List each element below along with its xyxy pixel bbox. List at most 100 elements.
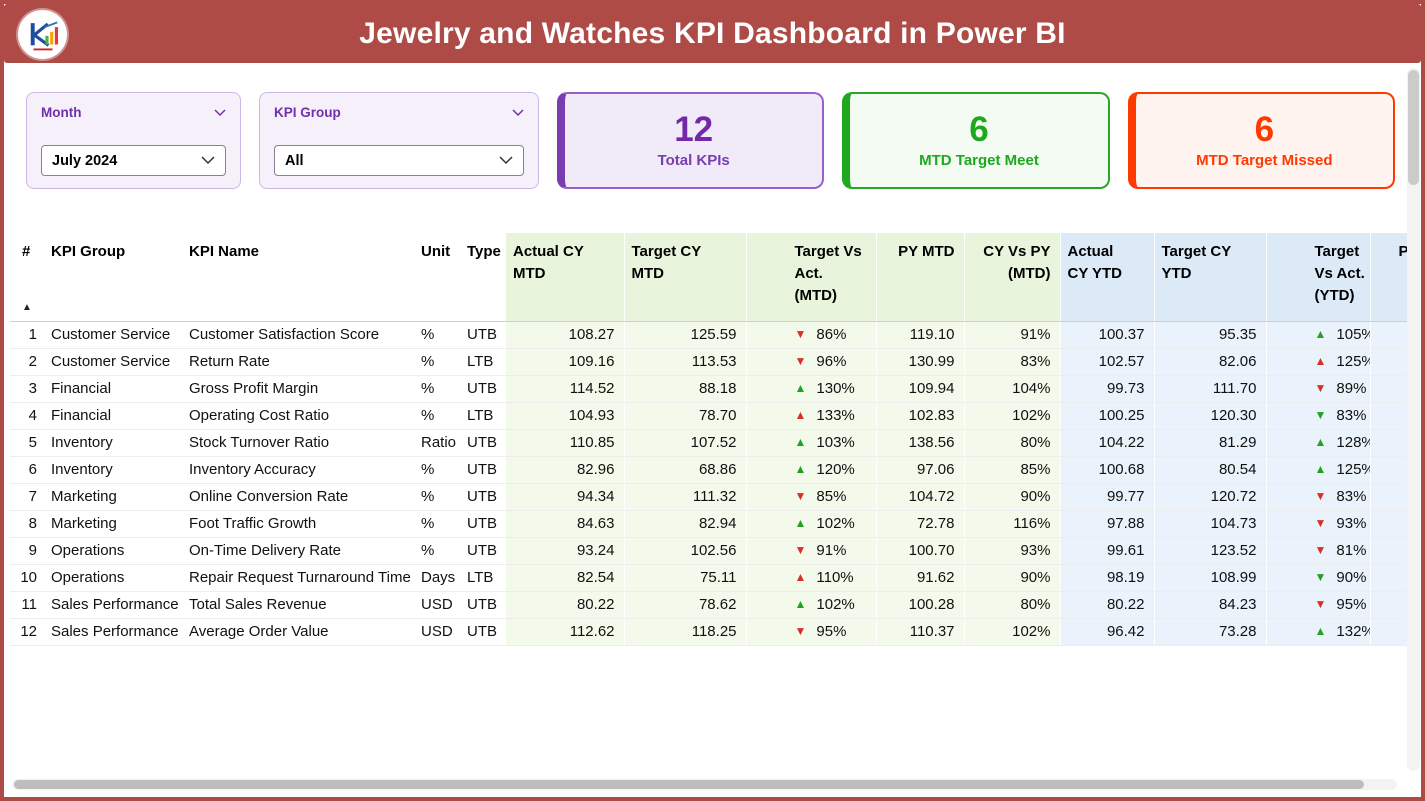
cell-kpi-group: Sales Performance xyxy=(44,591,182,619)
kpi-table-container: # ▲ KPI Group KPI Name Unit Type Actual … xyxy=(10,233,1410,653)
table-row[interactable]: 1 Customer Service Customer Satisfaction… xyxy=(10,321,1410,349)
cell-cy-vs-py-mtd: 85% xyxy=(964,456,1061,484)
kpi-group-slicer-header: KPI Group xyxy=(274,105,524,120)
cell-cy-vs-py-mtd: 116% xyxy=(964,510,1061,538)
header-cy-vs-py-mtd[interactable]: CY Vs PY (MTD) xyxy=(964,233,1061,322)
month-dropdown[interactable]: July 2024 xyxy=(41,145,226,176)
cell-row-number: 9 xyxy=(10,537,44,565)
table-row[interactable]: 8 Marketing Foot Traffic Growth % UTB 84… xyxy=(10,510,1410,538)
table-row[interactable]: 12 Sales Performance Average Order Value… xyxy=(10,618,1410,646)
tva-mtd-value: 120% xyxy=(816,461,855,478)
cell-actual-cy-ytd: 99.61 xyxy=(1060,537,1155,565)
cell-target-vs-actual-mtd: ▼ 91% xyxy=(746,537,877,565)
cell-kpi-name: Gross Profit Margin xyxy=(182,375,414,403)
cell-py-ytd: 1 xyxy=(1370,456,1410,484)
tva-mtd-value: 96% xyxy=(816,353,847,370)
kpi-group-dropdown[interactable]: All xyxy=(274,145,524,176)
cell-actual-cy-mtd: 80.22 xyxy=(506,591,625,619)
page-title: Jewelry and Watches KPI Dashboard in Pow… xyxy=(359,16,1066,50)
total-kpis-card[interactable]: 12 Total KPIs xyxy=(557,92,825,189)
cell-type: LTB xyxy=(460,348,506,376)
cell-actual-cy-mtd: 114.52 xyxy=(506,375,625,403)
vertical-scrollbar[interactable] xyxy=(1407,68,1420,771)
header-type[interactable]: Type xyxy=(460,233,506,322)
header-kpi-group[interactable]: KPI Group xyxy=(44,233,182,322)
trend-arrow-icon: ▲ xyxy=(794,408,807,422)
cell-py-mtd: 138.56 xyxy=(876,429,965,457)
header-target-vs-actual-ytd[interactable]: Target Vs Act. (YTD) xyxy=(1266,233,1371,322)
cell-unit: % xyxy=(414,537,460,565)
tva-ytd-value: 95% xyxy=(1336,596,1367,613)
cell-target-vs-actual-mtd: ▲ 120% xyxy=(746,456,877,484)
mtd-target-missed-label: MTD Target Missed xyxy=(1196,152,1333,169)
table-row[interactable]: 11 Sales Performance Total Sales Revenue… xyxy=(10,591,1410,619)
cell-target-vs-actual-mtd: ▼ 85% xyxy=(746,483,877,511)
cell-actual-cy-ytd: 97.88 xyxy=(1060,510,1155,538)
table-row[interactable]: 6 Inventory Inventory Accuracy % UTB 82.… xyxy=(10,456,1410,484)
table-header-row: # ▲ KPI Group KPI Name Unit Type Actual … xyxy=(10,233,1410,322)
table-row[interactable]: 7 Marketing Online Conversion Rate % UTB… xyxy=(10,483,1410,511)
cell-target-vs-actual-ytd: ▼ 95% xyxy=(1266,591,1371,619)
tva-mtd-value: 85% xyxy=(816,488,847,505)
cell-actual-cy-ytd: 98.19 xyxy=(1060,564,1155,592)
cell-type: UTB xyxy=(460,375,506,403)
sort-indicator-icon: ▲ xyxy=(22,302,32,313)
header-py-ytd[interactable]: PY xyxy=(1370,233,1410,322)
cell-target-vs-actual-mtd: ▲ 130% xyxy=(746,375,877,403)
tva-ytd-value: 125% xyxy=(1336,353,1369,370)
header-target-vs-actual-mtd[interactable]: Target Vs Act. (MTD) xyxy=(746,233,877,322)
header-unit[interactable]: Unit xyxy=(414,233,460,322)
header-actual-cy-mtd[interactable]: Actual CY MTD xyxy=(506,233,625,322)
cell-py-mtd: 104.72 xyxy=(876,483,965,511)
cell-type: UTB xyxy=(460,429,506,457)
cell-unit: % xyxy=(414,375,460,403)
kpi-group-dropdown-value: All xyxy=(285,152,304,169)
cell-py-ytd xyxy=(1370,375,1410,403)
tva-ytd-value: 132% xyxy=(1336,623,1369,640)
cell-unit: % xyxy=(414,483,460,511)
header-actual-cy-ytd[interactable]: Actual CY YTD xyxy=(1060,233,1155,322)
header-py-mtd[interactable]: PY MTD xyxy=(876,233,965,322)
cell-unit: % xyxy=(414,402,460,430)
header-row-number[interactable]: # ▲ xyxy=(10,233,44,322)
table-row[interactable]: 5 Inventory Stock Turnover Ratio Ratio U… xyxy=(10,429,1410,457)
mtd-target-missed-card[interactable]: 6 MTD Target Missed xyxy=(1127,92,1395,189)
cell-target-vs-actual-ytd: ▲ 132% xyxy=(1266,618,1371,646)
cell-row-number: 4 xyxy=(10,402,44,430)
cell-kpi-name: Online Conversion Rate xyxy=(182,483,414,511)
table-row[interactable]: 4 Financial Operating Cost Ratio % LTB 1… xyxy=(10,402,1410,430)
cell-cy-vs-py-mtd: 80% xyxy=(964,429,1061,457)
tva-mtd-value: 103% xyxy=(816,434,855,451)
cell-row-number: 7 xyxy=(10,483,44,511)
cell-actual-cy-ytd: 100.37 xyxy=(1060,321,1155,349)
trend-arrow-icon: ▲ xyxy=(794,570,807,584)
cell-target-vs-actual-ytd: ▼ 89% xyxy=(1266,375,1371,403)
trend-arrow-icon: ▼ xyxy=(1314,408,1327,422)
header-kpi-name[interactable]: KPI Name xyxy=(182,233,414,322)
table-row[interactable]: 10 Operations Repair Request Turnaround … xyxy=(10,564,1410,592)
cell-kpi-group: Customer Service xyxy=(44,348,182,376)
cell-kpi-name: Foot Traffic Growth xyxy=(182,510,414,538)
kpi-group-slicer-collapse-chevron-icon[interactable] xyxy=(512,108,524,117)
month-dropdown-value: July 2024 xyxy=(52,152,118,169)
horizontal-scrollbar[interactable] xyxy=(12,779,1397,790)
total-kpis-value: 12 xyxy=(674,110,714,149)
cell-kpi-group: Financial xyxy=(44,402,182,430)
mtd-target-meet-card[interactable]: 6 MTD Target Meet xyxy=(842,92,1110,189)
header-target-cy-ytd[interactable]: Target CY YTD xyxy=(1154,233,1267,322)
cell-cy-vs-py-mtd: 90% xyxy=(964,483,1061,511)
horizontal-scrollbar-thumb[interactable] xyxy=(14,780,1365,789)
cell-actual-cy-mtd: 94.34 xyxy=(506,483,625,511)
table-row[interactable]: 2 Customer Service Return Rate % LTB 109… xyxy=(10,348,1410,376)
cell-row-number: 8 xyxy=(10,510,44,538)
header-target-cy-mtd[interactable]: Target CY MTD xyxy=(624,233,747,322)
cell-cy-vs-py-mtd: 91% xyxy=(964,321,1061,349)
cell-target-vs-actual-mtd: ▲ 102% xyxy=(746,591,877,619)
vertical-scrollbar-thumb[interactable] xyxy=(1408,70,1419,185)
table-row[interactable]: 3 Financial Gross Profit Margin % UTB 11… xyxy=(10,375,1410,403)
month-slicer-collapse-chevron-icon[interactable] xyxy=(214,108,226,117)
trend-arrow-icon: ▲ xyxy=(1314,327,1327,341)
table-row[interactable]: 9 Operations On-Time Delivery Rate % UTB… xyxy=(10,537,1410,565)
cell-target-cy-mtd: 111.32 xyxy=(624,483,747,511)
mtd-target-meet-label: MTD Target Meet xyxy=(919,152,1039,169)
